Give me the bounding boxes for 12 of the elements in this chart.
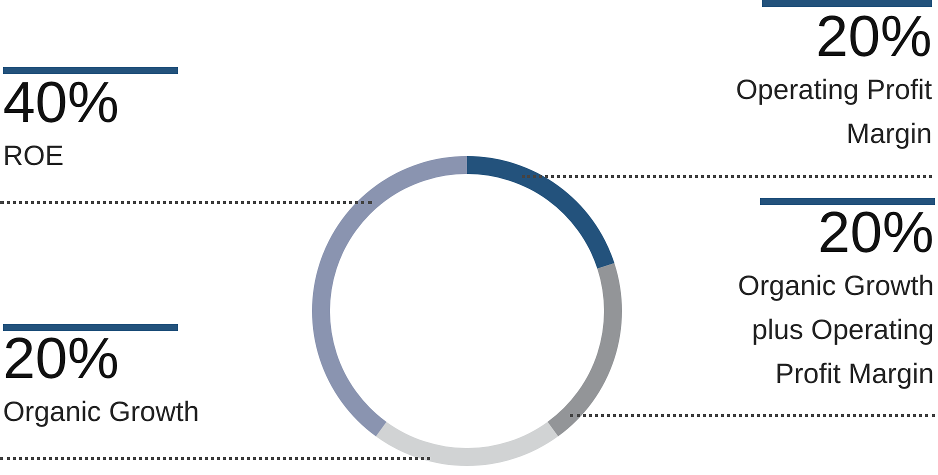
- data-label: 20%: [814, 4, 932, 69]
- donut-slice: [376, 422, 558, 466]
- slice-label: Organic Growth: [3, 395, 200, 429]
- data-label: 20%: [3, 326, 120, 391]
- donut-slice: [467, 156, 614, 269]
- slice-label: Operating Profit Margin: [734, 73, 932, 151]
- slice-label: Organic Growth plus Operating Profit Margin: [736, 269, 934, 391]
- data-label: 40%: [3, 70, 120, 135]
- data-label: 20%: [816, 200, 934, 265]
- donut-slice: [312, 156, 467, 436]
- slice-label: ROE: [3, 139, 65, 173]
- donut-slice: [548, 263, 622, 436]
